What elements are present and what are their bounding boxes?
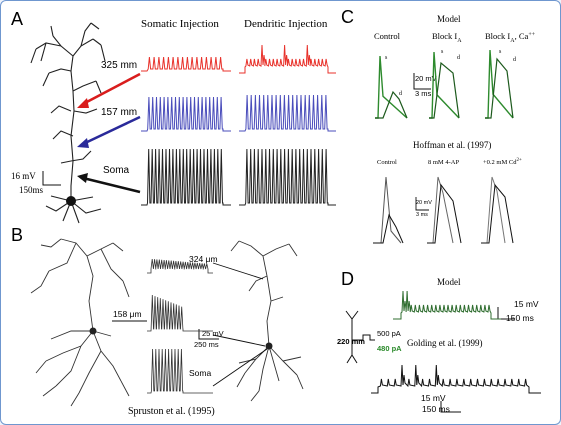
trace-a-somatic-325	[141, 56, 231, 72]
scale-a-t: 150ms	[19, 185, 44, 195]
scale-b-t: 250 ms	[194, 340, 219, 349]
row-158-label: 158 μm	[113, 309, 142, 319]
d-neuron-icon	[345, 310, 375, 364]
c-scale-t: 3 ms	[415, 89, 432, 98]
caption-b: Spruston et al. (1995)	[128, 406, 215, 417]
panel-c: C Model Control Block IA Block IA, Ca++ …	[341, 7, 536, 244]
c-col-control: Control	[374, 31, 401, 41]
trace-b-soma	[147, 348, 213, 394]
traces-b	[147, 258, 213, 394]
trace-d-label: d	[513, 57, 516, 63]
row-157-label: 157 mm	[101, 107, 137, 118]
soma-a	[66, 196, 76, 206]
c-model-title: Model	[437, 14, 461, 24]
trace-s-label: s	[499, 49, 502, 55]
panel-b-letter: B	[11, 225, 23, 245]
trace-a-dendritic-soma	[239, 148, 336, 206]
trace-c-blockca-d	[485, 57, 514, 119]
traces-a	[141, 44, 336, 206]
col-dendritic-label: Dendritic Injection	[244, 18, 328, 30]
soma-b-right	[265, 342, 273, 350]
trace-d-label: d	[457, 55, 460, 61]
trace-a-somatic-157	[141, 96, 231, 132]
d-current-2: 480 pA	[377, 344, 402, 353]
trace-cexp-control-d	[373, 213, 404, 244]
trace-d-model	[393, 290, 501, 320]
c-exp-scale-t: 3 ms	[416, 212, 428, 218]
c-exp-col-cd: +0.2 mM Cd2+	[483, 158, 522, 166]
trace-s-label: s	[385, 55, 388, 61]
panel-a-letter: A	[11, 9, 23, 29]
panel-c-letter: C	[341, 7, 354, 27]
scale-b-v: 25 mV	[202, 329, 224, 338]
d-exp-scale-t: 150 ms	[422, 404, 450, 414]
d-distance: 220 mm	[337, 337, 365, 346]
traces-d	[371, 290, 541, 394]
d-current-1: 500 pA	[377, 329, 401, 338]
c-exp-col-control: Control	[377, 159, 397, 166]
panel-d: D Model 15 mV 150 ms Golding et al. (199…	[337, 269, 541, 414]
d-exp-scale-bar	[440, 401, 461, 413]
arrow-325-head	[77, 98, 89, 108]
trace-b-158	[147, 294, 213, 332]
c-exp-scale-v: 20 mV	[416, 200, 432, 206]
trace-cexp-cd-s	[481, 176, 506, 244]
scale-a-bar	[42, 171, 61, 186]
c-col-block-ia: Block IA	[432, 31, 462, 44]
d-scale-v: 15 mV	[514, 299, 539, 309]
c-col-block-ia-ca: Block IA, Ca++	[485, 31, 536, 44]
trace-d-golding	[371, 364, 541, 394]
trace-c-control-d	[375, 90, 408, 119]
trace-cexp-4ap-s	[427, 176, 454, 244]
arrow-soma-head	[77, 173, 88, 183]
arrow-157	[82, 115, 141, 146]
link-324	[212, 262, 264, 280]
row-325-label: 325 mm	[101, 60, 137, 71]
neuron-b-right	[230, 240, 304, 402]
d-model-title: Model	[437, 277, 461, 287]
row-soma-b-label: Soma	[189, 368, 211, 378]
link-158-right	[212, 334, 266, 347]
arrow-325	[82, 72, 141, 106]
c-exp-scale-bar	[415, 197, 429, 211]
row-324-label: 324 μm	[189, 254, 218, 264]
d-exp-title: Golding et al. (1999)	[407, 338, 483, 348]
c-exp-title: Hoffman et al. (1997)	[413, 140, 491, 150]
neuron-a	[30, 22, 106, 224]
col-somatic-label: Somatic Injection	[141, 18, 219, 30]
trace-b-324	[147, 258, 213, 274]
link-soma	[212, 348, 268, 387]
trace-s-label: s	[441, 49, 444, 55]
c-exp-col-4ap: 8 mM 4-AP	[428, 159, 459, 166]
trace-cexp-4ap-d	[427, 183, 462, 244]
d-exp-scale-v: 15 mV	[421, 393, 446, 403]
trace-d-label: d	[399, 91, 402, 97]
c-scale-v: 20 mV	[415, 74, 437, 83]
trace-a-somatic-soma	[141, 148, 231, 206]
traces-c: s s s d d d	[375, 49, 516, 119]
trace-c-block-d	[429, 61, 460, 119]
trace-c-control-s	[375, 55, 408, 119]
scale-a-v: 16 mV	[11, 171, 36, 181]
arrow-157-head	[77, 138, 89, 148]
scale-b-bar	[198, 329, 219, 340]
trace-cexp-cd-d	[481, 183, 514, 244]
soma-b-left	[89, 327, 97, 335]
traces-c-exp	[373, 176, 514, 244]
panel-d-letter: D	[341, 269, 354, 289]
arrow-soma	[82, 176, 141, 194]
neuron-b-left	[30, 238, 130, 407]
trace-a-dendritic-157	[239, 94, 336, 132]
panel-a: A Somatic Injection Dendritic Injection …	[11, 9, 336, 224]
c-scale-bar	[413, 73, 431, 90]
trace-a-dendritic-325	[239, 44, 336, 74]
panel-b: B 324 μm 158 μm Soma 25 mV 250 ms Sprust…	[11, 225, 304, 417]
d-scale-t: 150 ms	[506, 313, 534, 323]
trace-cexp-control-s	[373, 176, 402, 244]
row-soma-label: Soma	[103, 165, 130, 176]
